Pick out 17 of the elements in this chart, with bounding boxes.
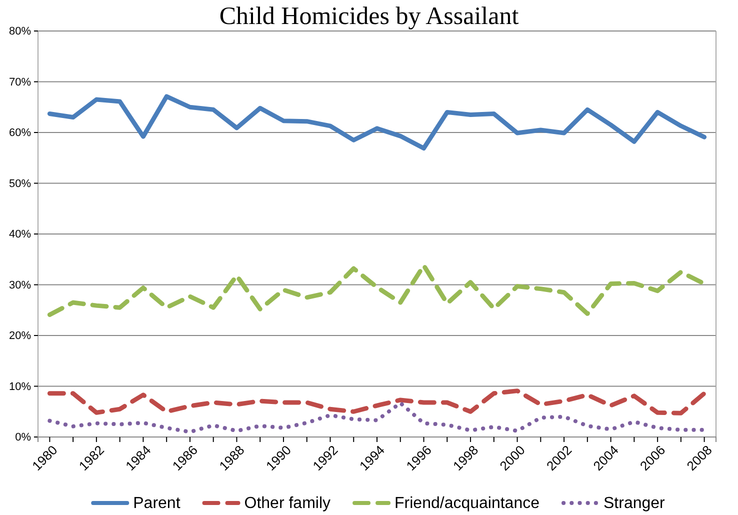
line-series (47, 94, 707, 150)
legend-label: Other family (244, 495, 331, 512)
y-tick-label: 10% (8, 380, 32, 393)
y-tick-label: 70% (8, 76, 32, 88)
y-tick-label: 50% (8, 178, 32, 190)
y-tick-label: 20% (8, 330, 32, 342)
legend-label: Friend/acquaintance (394, 495, 540, 512)
line-series (47, 388, 707, 416)
y-tick-label: 40% (8, 228, 32, 241)
line-series (48, 401, 706, 434)
y-tick-label: 60% (8, 127, 32, 140)
legend-label: Stranger (604, 495, 666, 512)
y-tick-label: 0% (15, 432, 32, 444)
y-tick-label: 80% (8, 26, 32, 38)
y-tick-label: 30% (8, 279, 32, 292)
chart-title: Child Homicides by Assailant (219, 3, 519, 30)
legend-label: Parent (133, 495, 181, 512)
